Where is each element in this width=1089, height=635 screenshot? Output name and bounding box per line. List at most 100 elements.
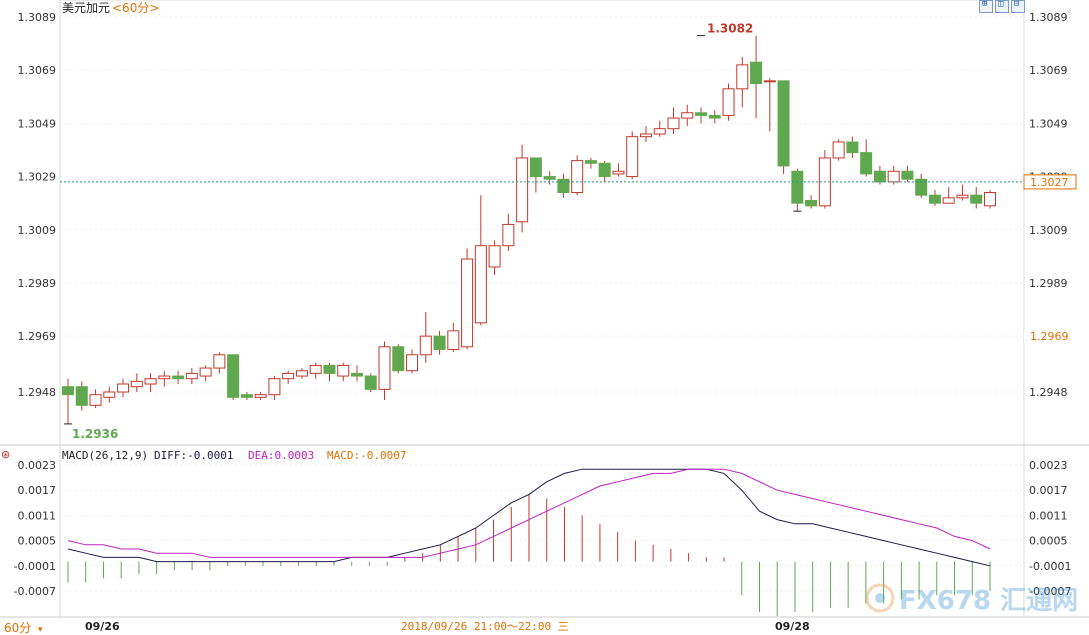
price-tick-right: 1.3069 xyxy=(1029,64,1068,77)
low-label: 1.2936 xyxy=(72,427,118,441)
candle-up xyxy=(130,380,143,388)
candle-down xyxy=(240,394,253,398)
price-tick-left: 1.3049 xyxy=(18,117,57,130)
candle-down xyxy=(433,335,446,350)
candle-up xyxy=(213,354,226,369)
candle-down xyxy=(172,375,185,380)
candle-up xyxy=(956,194,969,199)
candle-up xyxy=(681,112,694,119)
macd-diff-label: DIFF:-0.0001 xyxy=(154,449,233,462)
candle-down xyxy=(915,178,928,196)
candle-up xyxy=(571,160,584,194)
price-tick-left: 1.3029 xyxy=(18,171,57,184)
candle-up xyxy=(199,367,212,377)
panel-left-icon[interactable]: ⊞ xyxy=(979,0,993,13)
watermark-text: FX678 汇通网 xyxy=(899,586,1078,616)
candle-up xyxy=(736,64,749,90)
candle-up xyxy=(667,117,680,130)
macd-value-label: MACD:-0.0007 xyxy=(327,449,406,462)
candle-up xyxy=(309,364,322,374)
macd-tick-left: -0.0007 xyxy=(14,585,56,598)
macd-settings-icon[interactable]: ⊛ xyxy=(1,448,10,461)
candle-up xyxy=(461,258,474,348)
current-price-label: 1.3027 xyxy=(1030,176,1069,189)
marker-price-label: 1.2969 xyxy=(1030,330,1069,343)
candle-up xyxy=(474,245,487,324)
period-selector[interactable]: 60分 xyxy=(4,621,31,635)
candle-up xyxy=(516,157,529,223)
diff-line xyxy=(67,468,991,567)
candle-down xyxy=(708,114,721,119)
candle-down xyxy=(557,178,570,194)
candle-up xyxy=(103,391,116,398)
marker-price-box xyxy=(1024,329,1084,344)
candle-down xyxy=(901,170,914,180)
period-tag: <60分> xyxy=(112,1,159,15)
candle-down xyxy=(529,157,542,178)
candle-up xyxy=(639,133,652,138)
candle-up xyxy=(282,372,295,380)
macd-tick-left: 0.0017 xyxy=(18,484,57,497)
candle-down xyxy=(860,152,873,175)
candle-down xyxy=(598,162,611,178)
candle-up xyxy=(763,80,776,83)
candle-down xyxy=(873,170,886,183)
price-panel-frame xyxy=(59,0,1025,446)
macd-title: MACD(26,12,9) xyxy=(62,449,148,462)
watermark-logo: FX678 汇通网 xyxy=(865,583,1078,616)
candle-up xyxy=(832,141,845,159)
price-tick-right: 1.3089 xyxy=(1029,11,1068,24)
candle-up xyxy=(984,192,996,207)
candle-down xyxy=(791,170,804,204)
candle-up xyxy=(502,223,515,247)
candle-down xyxy=(584,160,597,164)
candle-down xyxy=(392,346,405,372)
panel-split-icon[interactable]: ◫ xyxy=(995,0,1009,13)
candle-up xyxy=(158,375,171,380)
price-tick-left: 1.3069 xyxy=(18,64,57,77)
price-tick-right: 1.3009 xyxy=(1029,224,1068,237)
candle-up xyxy=(117,383,130,393)
macd-dea-label: DEA:0.0003 xyxy=(248,449,314,462)
candle-up xyxy=(447,330,460,350)
candle-up xyxy=(626,136,639,178)
candle-up xyxy=(887,170,900,183)
price-tick-left: 1.3009 xyxy=(18,224,57,237)
candle-down xyxy=(75,386,88,406)
macd-tick-right: 0.0005 xyxy=(1029,535,1068,548)
macd-tick-left: 0.0011 xyxy=(18,509,57,522)
candle-up xyxy=(185,372,198,380)
candle-up xyxy=(653,128,666,135)
candle-down xyxy=(227,354,240,398)
candle-up xyxy=(406,354,419,372)
candle-down xyxy=(543,176,556,180)
candle-up xyxy=(144,378,157,385)
candle-up xyxy=(295,370,308,377)
panel-right-icon[interactable]: ⊟ xyxy=(1011,0,1025,13)
candle-up xyxy=(89,394,102,406)
candle-up xyxy=(337,364,350,377)
candle-up xyxy=(488,245,501,268)
candle-up xyxy=(268,378,281,396)
candle-up xyxy=(378,346,391,390)
candle-up xyxy=(942,197,955,204)
date-label-mid: 2018/09/26 21:00～22:00 三 xyxy=(401,620,569,633)
price-tick-right: 1.2989 xyxy=(1029,277,1068,290)
current-price-box xyxy=(1023,174,1077,190)
candle-down xyxy=(970,194,983,204)
date-label-right: 09/28 xyxy=(775,620,810,633)
price-tick-left: 1.2969 xyxy=(18,330,57,343)
date-label-left: 09/26 xyxy=(85,620,120,633)
price-tick-left: 1.2989 xyxy=(18,277,57,290)
macd-tick-right: 0.0011 xyxy=(1029,509,1068,522)
macd-tick-right: -0.0001 xyxy=(1029,560,1071,573)
candle-down xyxy=(777,80,790,167)
period-dropdown-icon[interactable]: ▾ xyxy=(38,625,43,635)
candle-down xyxy=(323,364,336,374)
macd-tick-right: 0.0017 xyxy=(1029,484,1068,497)
candle-up xyxy=(612,170,625,175)
candle-down xyxy=(364,375,377,390)
symbol-title: 美元加元 xyxy=(62,1,110,15)
macd-tick-right: -0.0007 xyxy=(1029,585,1071,598)
